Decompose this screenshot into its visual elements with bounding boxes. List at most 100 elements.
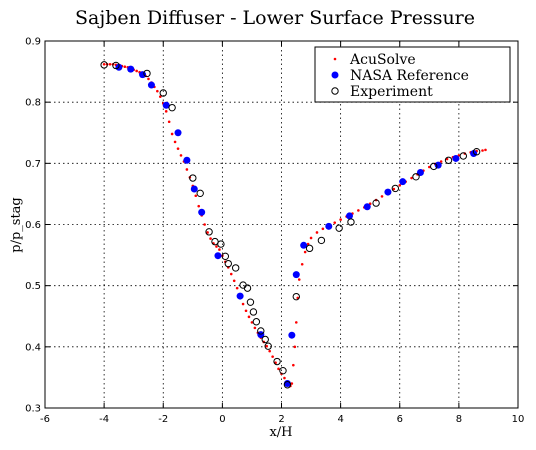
experiment-point (283, 381, 292, 389)
acusolve-point (194, 194, 198, 198)
plot-frame (44, 40, 519, 409)
experiment-point (100, 61, 108, 69)
experiment-point (224, 259, 232, 268)
experiment-point (217, 240, 225, 248)
experiment-point (196, 189, 204, 198)
experiment-point (205, 228, 213, 236)
acusolve-point (333, 221, 337, 224)
acusolve-point (102, 62, 106, 66)
acusolve-point (484, 148, 487, 152)
nasa-reference-point (127, 65, 135, 73)
acusolve-point (123, 65, 127, 68)
experiment-point (249, 308, 258, 316)
legend-label-experiment: Experiment (350, 84, 433, 100)
legend-box (314, 46, 511, 103)
nasa-reference-point (399, 178, 407, 186)
nasa-reference-point (434, 161, 442, 169)
experiment-point (189, 174, 197, 182)
nasa-reference-point (183, 156, 191, 164)
acusolve-point (428, 165, 431, 169)
acusolve-point (398, 184, 402, 187)
acusolve-point (303, 250, 307, 254)
x-tick-labels: -6 -4 -2 0 2 4 6 8 10 (40, 414, 524, 425)
acusolve-point (158, 95, 162, 98)
acusolve-point (244, 309, 248, 313)
acusolve-point (197, 204, 201, 208)
legend-marker-nasa (331, 71, 339, 79)
acusolve-point (293, 345, 297, 349)
nasa-reference-point (292, 271, 300, 279)
experiment-point (243, 284, 252, 292)
nasa-reference-point (147, 81, 155, 89)
acusolve-point (410, 176, 413, 180)
nasa-reference-point (345, 212, 353, 220)
experiment-point (444, 156, 453, 164)
experiment-point (143, 69, 151, 78)
acusolve-point (218, 248, 221, 251)
experiment-point (246, 298, 255, 306)
x-tick-label: 10 (512, 414, 525, 425)
series-nasa-reference (115, 63, 478, 388)
acusolve-point (274, 361, 277, 365)
y-tick-label: 0.7 (25, 159, 41, 170)
experiment-point (372, 199, 380, 207)
series-experiment (100, 61, 481, 389)
acusolve-point (290, 382, 294, 385)
experiment-point (257, 327, 265, 335)
x-tick-label: 6 (397, 414, 403, 425)
experiment-point (472, 148, 481, 156)
experiment-point (168, 103, 176, 112)
y-axis-label: p/p_stag (9, 197, 24, 253)
acusolve-point (339, 218, 342, 221)
acusolve-point (135, 69, 138, 73)
acusolve-point (215, 245, 218, 248)
experiment-point (459, 152, 468, 160)
acusolve-point (185, 168, 189, 171)
acusolve-point (176, 147, 180, 150)
acusolve-point (380, 195, 384, 198)
acusolve-point (315, 231, 319, 234)
nasa-reference-point (190, 185, 198, 193)
acusolve-point (203, 223, 206, 226)
legend: AcuSolve NASA Reference Experiment (314, 46, 511, 103)
acusolve-point (283, 376, 286, 380)
acusolve-point (297, 278, 301, 281)
acusolve-point (147, 77, 150, 81)
acusolve-point (294, 321, 298, 324)
nasa-reference-point (300, 241, 308, 249)
acusolve-point (277, 367, 280, 371)
acusolve-point (271, 355, 274, 358)
acusolve-point (309, 236, 313, 240)
acusolve-point (164, 110, 168, 113)
x-tick-label: 4 (337, 414, 343, 425)
acusolve-point (445, 157, 449, 161)
acusolve-point (167, 120, 171, 124)
x-tick-label: -2 (158, 414, 168, 425)
acusolve-point (357, 209, 360, 212)
x-tick-label: -4 (99, 414, 109, 425)
acusolve-point (250, 321, 254, 324)
experiment-point (317, 236, 326, 245)
acusolve-point (179, 154, 183, 157)
acusolve-point (268, 349, 271, 353)
acusolve-point (156, 89, 159, 93)
experiment-point (231, 264, 240, 272)
acusolve-point (232, 279, 236, 283)
experiment-point (273, 357, 281, 366)
y-tick-labels: 0.3 0.4 0.5 0.6 0.7 0.8 0.9 (25, 37, 41, 415)
nasa-reference-point (214, 252, 222, 260)
nasa-reference-point (162, 101, 170, 109)
x-axis-label: x/H (269, 425, 292, 440)
acusolve-point (321, 227, 325, 231)
nasa-reference-point (384, 188, 392, 196)
x-tick-label: -6 (40, 414, 50, 425)
experiment-point (239, 281, 247, 289)
acusolve-point (209, 237, 212, 240)
y-tick-label: 0.9 (25, 37, 41, 48)
acusolve-point (296, 296, 300, 300)
nasa-reference-point (452, 154, 460, 162)
acusolve-point (235, 286, 239, 290)
x-tick-label: 8 (456, 414, 462, 425)
acusolve-point (206, 231, 209, 234)
